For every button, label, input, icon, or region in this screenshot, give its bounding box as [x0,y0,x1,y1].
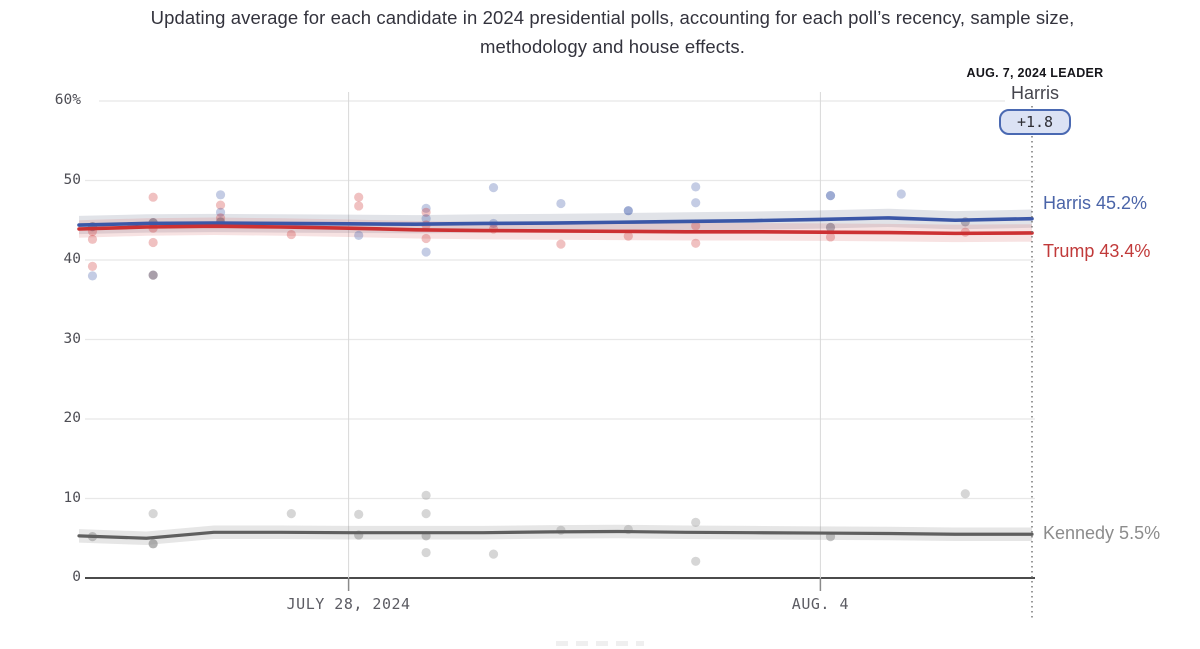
series-label-kennedy: Kennedy 5.5% [1041,523,1161,545]
y-axis-tick-label: 40 [21,251,82,267]
poll-dot-harris [87,271,98,281]
average-line-harris [77,216,1034,227]
poll-dot-trump [354,192,364,202]
poll-dot-trump [87,261,98,271]
poll-dot-kennedy [148,509,158,519]
poll-dot-trump [556,239,566,249]
poll-dot-harris [488,183,499,193]
poll-dot-kennedy [691,556,701,566]
poll-dot-harris [556,198,566,209]
y-axis-tick-label: 0 [21,569,82,585]
x-axis-tick-label: JULY 28, 2024 [286,595,411,613]
poll-dot-kennedy [421,547,431,558]
poll-dot-kennedy [421,490,431,500]
poll-dot-overlap [825,222,836,233]
leader-date-heading: AUG. 7, 2024 LEADER [966,66,1104,80]
poll-dot-kennedy [421,509,431,519]
poll-dot-harris [421,214,431,224]
poll-dot-harris [215,207,226,217]
leader-name: Harris [1005,83,1065,104]
poll-dot-kennedy [148,539,158,549]
x-axis-tick-label: AUG. 4 [791,595,849,613]
poll-dot-harris [896,189,906,199]
average-line-kennedy [77,529,1034,540]
leader-callout: AUG. 7, 2024 LEADER Harris +1.8 [935,66,1135,135]
clipped-text-fragment [556,641,644,646]
poll-dot-overlap [148,270,158,280]
poll-dot-trump [87,234,98,244]
poll-dot-kennedy [691,517,701,527]
poll-dot-harris [825,191,836,201]
poll-dot-kennedy [488,549,499,559]
poll-dot-trump [691,221,701,231]
poll-dot-trump [215,200,226,210]
y-axis-tick-label: 60% [21,92,82,108]
y-axis-tick-label: 30 [21,330,82,347]
poll-dot-trump [148,237,158,248]
poll-dot-trump [691,238,701,248]
poll-dot-trump [825,232,836,242]
poll-dot-trump [421,207,431,217]
leader-margin-badge: +1.8 [998,109,1072,135]
y-axis-tick-label: 10 [21,489,82,506]
poll-dot-harris [215,190,226,200]
y-axis-tick-label: 20 [21,410,82,426]
uncertainty-band-kennedy [79,524,1032,546]
poll-dot-harris [691,182,701,192]
poll-dot-harris [421,247,431,257]
poll-dot-harris [354,230,364,240]
series-label-harris: Harris 45.2% [1041,192,1148,214]
poll-dot-trump [354,201,364,211]
poll-dot-trump [421,233,431,244]
poll-dot-harris [691,198,701,208]
poll-dot-trump [286,229,296,240]
series-label-trump: Trump 43.4% [1041,240,1151,262]
poll-dot-trump [623,231,633,241]
y-axis-tick-label: 50 [21,171,82,188]
chart-title: Updating average for each candidate in 2… [150,7,1075,57]
poll-dot-kennedy [960,489,970,499]
poll-dot-kennedy [354,509,364,519]
poll-dot-harris [421,203,431,213]
poll-dot-kennedy [286,509,296,519]
poll-dot-harris [623,206,633,216]
average-line-trump [77,224,1034,236]
poll-dot-trump [148,192,158,202]
